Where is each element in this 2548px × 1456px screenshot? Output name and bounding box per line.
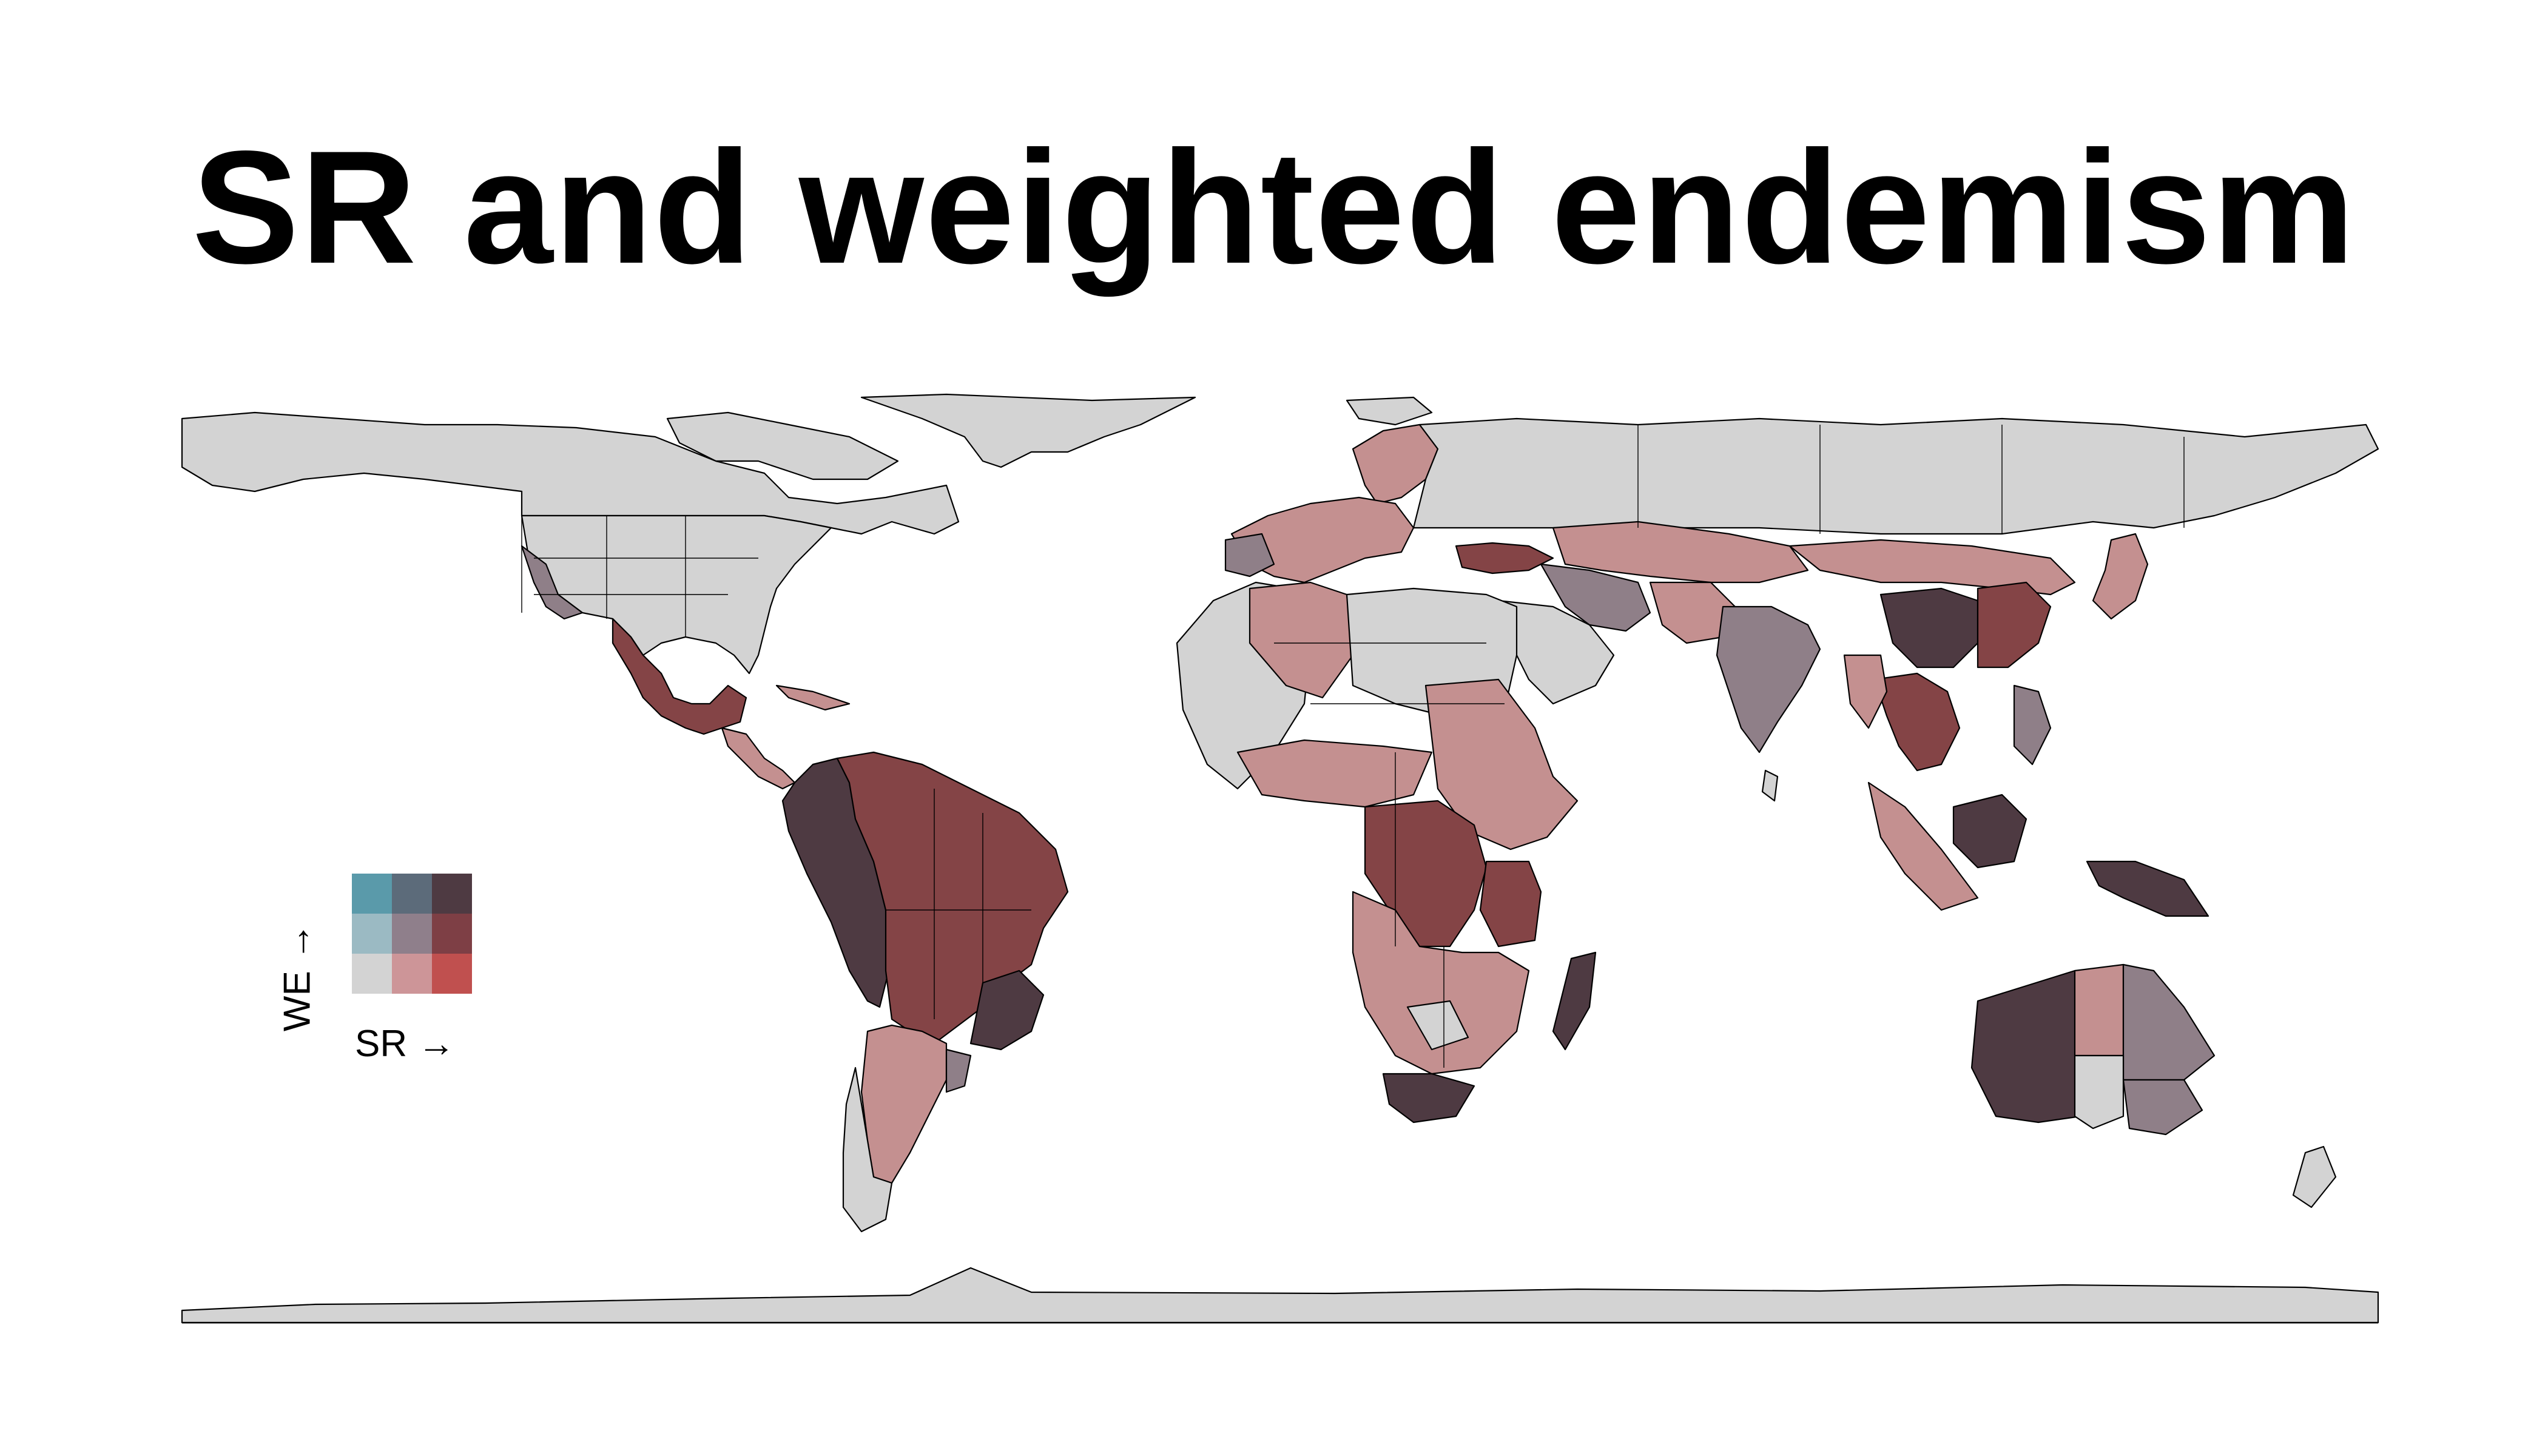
region-borneo [1952, 794, 2027, 869]
region-caribbean [775, 684, 851, 711]
region-tanzania [1479, 860, 1542, 948]
region-madagascar [1552, 951, 1597, 1051]
region-central-america [721, 727, 796, 790]
region-turkey [1455, 542, 1554, 575]
region-indochina [1873, 672, 1961, 772]
legend-cell-1-0 [352, 914, 392, 954]
region-new-guinea [2086, 860, 2209, 917]
region-south-china [1879, 587, 1979, 669]
region-eastern-europe-russia [1412, 417, 2379, 535]
region-western-europe [1230, 496, 1415, 584]
region-middle-east [1540, 563, 1651, 632]
region-svalbard [1346, 396, 1433, 426]
region-queensland [2122, 963, 2216, 1081]
legend-color-grid [352, 874, 472, 994]
legend-cell-1-1 [392, 914, 432, 954]
region-east-china [1977, 581, 2052, 669]
region-india [1716, 605, 1821, 753]
region-algeria [1249, 581, 1354, 699]
region-mexico [612, 618, 747, 735]
region-philippines [2013, 684, 2052, 766]
region-california [521, 545, 584, 620]
region-sahel [1236, 739, 1433, 808]
map-title: SR and weighted endemism [192, 118, 2356, 297]
region-caucasus-central-asia [1552, 521, 1809, 584]
legend-cell-2-1 [392, 954, 432, 994]
region-iberia [1224, 533, 1275, 578]
region-south-africa [1382, 1073, 1475, 1124]
region-northern-territory [2074, 963, 2125, 1057]
region-chile-patagonia [842, 1067, 893, 1233]
region-southern-africa [1352, 891, 1530, 1075]
region-new-zealand [2292, 1145, 2337, 1208]
legend-cell-0-1 [392, 874, 432, 914]
region-western-australia [1970, 969, 2082, 1124]
region-canada-alaska [181, 411, 960, 535]
region-uruguay [945, 1048, 972, 1093]
region-southeast-brazil [969, 969, 1045, 1051]
region-arctic-islands [666, 411, 899, 480]
legend-cell-2-0 [352, 954, 392, 994]
region-sudan-ethiopia [1424, 678, 1579, 851]
region-argentina [860, 1024, 948, 1184]
borders-africa [1274, 642, 1505, 1068]
borders-asia [1637, 425, 2185, 534]
legend-cell-0-2 [432, 874, 472, 914]
borders-south-america [886, 789, 1031, 1019]
legend-cell-1-2 [432, 914, 472, 954]
legend-cell-2-2 [432, 954, 472, 994]
legend-cell-0-0 [352, 874, 392, 914]
region-greenland [860, 393, 1196, 468]
region-myanmar [1843, 654, 1888, 729]
region-botswana [1406, 1000, 1469, 1051]
borders-north-america [521, 516, 758, 637]
region-sumatra-java [1867, 781, 1979, 911]
region-antarctica [181, 1267, 2379, 1324]
region-south-australia [2074, 1054, 2125, 1130]
region-japan [2092, 533, 2149, 620]
region-sri-lanka [1761, 769, 1779, 802]
region-new-south-wales [2122, 1079, 2203, 1136]
legend-x-label: SR → [355, 1023, 456, 1065]
legend-y-label: WE → [276, 922, 318, 1032]
region-china-north [1788, 539, 2076, 596]
